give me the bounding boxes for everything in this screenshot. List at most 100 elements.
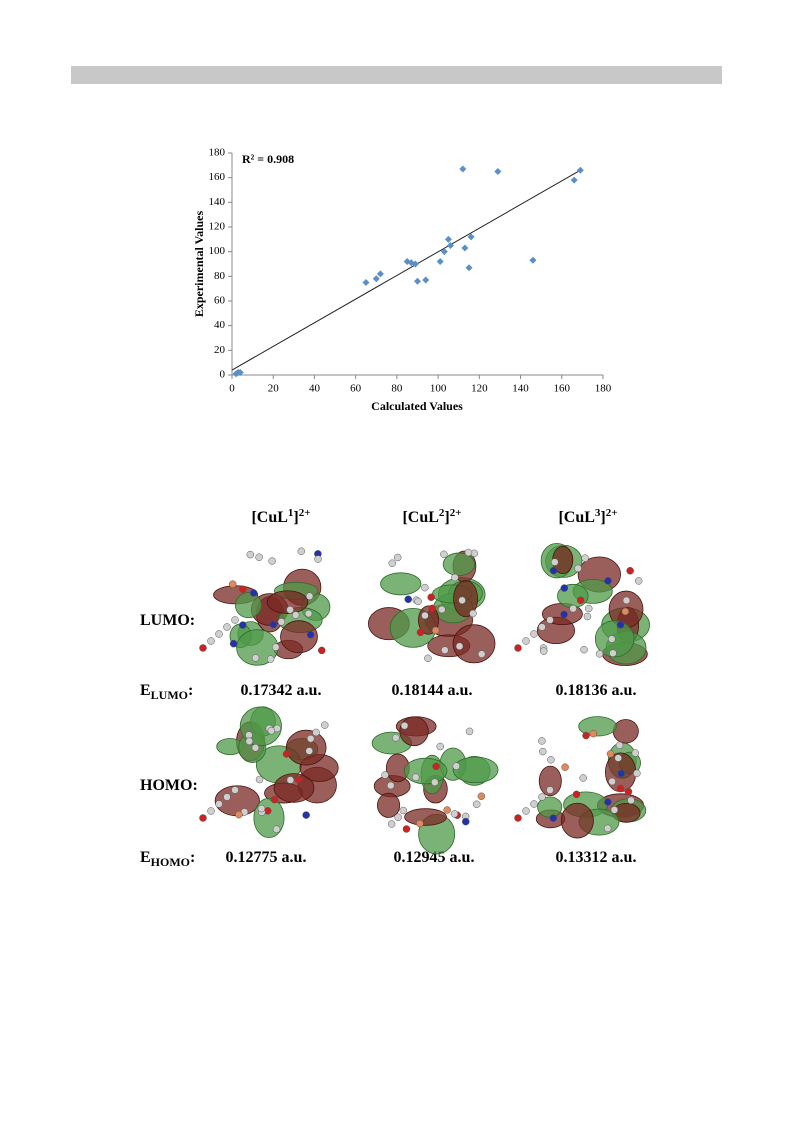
y-tick-label: 140 [209,196,226,208]
atom [538,793,546,801]
atom [455,642,464,651]
data-point [440,248,448,256]
atom [572,790,581,799]
atom [215,630,223,638]
orbital-lobe [560,802,594,839]
atom [436,742,444,751]
y-tick-label: 20 [214,344,226,356]
atom [199,644,207,652]
atom [549,566,558,575]
data-point [570,176,578,184]
atom [477,650,486,658]
atom [626,567,634,575]
atom [579,774,587,782]
x-tick-label: 100 [430,383,447,395]
row-label: HOMO: [140,777,198,794]
column-header: [CuL1]2+ [251,507,310,526]
header-base: [CuL [558,509,594,526]
atom [469,609,477,618]
atom [547,756,555,764]
atom [235,810,243,819]
atom [622,596,631,605]
atom [451,573,459,582]
column-header: [CuL3]2+ [558,507,617,526]
atom [386,781,395,790]
header-bar [71,66,722,84]
atom [394,813,402,821]
atom [404,595,412,604]
atom [291,611,300,619]
atom [522,637,530,645]
atom [432,762,440,771]
y-tick-label: 100 [209,245,226,257]
header-charge: 2+ [299,507,311,519]
atom [431,778,439,787]
atom [458,596,466,605]
atom [304,609,313,618]
header-index: 2 [439,507,445,519]
atom [539,747,547,756]
data-point [236,369,244,377]
y-tick-label: 120 [209,221,226,233]
orbital-lobe [399,716,429,747]
atom [257,804,266,813]
data-point [461,244,469,252]
atom [266,655,275,663]
orbital-lobe [377,792,401,818]
orbital-image [199,706,339,839]
orbital-lobe [253,797,285,839]
atom [305,592,314,600]
atom [580,645,588,654]
r-squared: R² = 0.908 [242,152,294,166]
atom [583,612,592,621]
orbital-lobe [273,773,315,803]
orbital-image [371,716,499,855]
atom [388,559,396,568]
atom [411,773,420,781]
atom [223,623,231,631]
atom [522,807,530,815]
atom [306,734,315,743]
atom [272,825,281,833]
atom [387,820,396,828]
atom [465,727,474,736]
atom [569,604,577,613]
atom [452,762,461,770]
atom [589,729,598,738]
atom [321,721,329,729]
header-index: 1 [288,507,294,519]
atom [245,737,254,746]
header-charge: 2+ [606,507,618,519]
atom [207,637,215,645]
data-point [436,258,444,266]
atom [438,605,446,614]
header-index: 3 [595,507,601,519]
atom [282,750,291,758]
orbital-lobe [280,620,318,654]
atom [546,786,554,794]
atom [306,630,315,639]
orbital-lobe [266,590,309,614]
energy-value: 0.17342 a.u. [241,682,322,699]
atom [270,795,279,804]
data-point [494,168,502,175]
data-point [576,166,584,174]
atom [255,775,264,784]
atom [231,616,239,624]
atom [272,643,280,651]
energy-value: 0.12945 a.u. [394,849,475,866]
atom [608,777,616,786]
atom [582,731,590,740]
orbital-figure: [CuL1]2+ [CuL2]2+ [CuL3]2+ LUMO: ELUMO: … [140,507,650,869]
energy-label: EHOMO: [140,849,195,869]
atom [286,606,294,614]
atom [402,825,411,833]
atom [239,621,247,629]
header-close: ] [444,509,449,526]
scatter-chart: R² = 0.908 Calculated Values Experimenta… [192,147,612,413]
atom [514,814,522,822]
orbital-lobe [403,757,448,785]
atom [617,769,625,778]
atom [621,607,630,616]
data-point [422,276,430,284]
